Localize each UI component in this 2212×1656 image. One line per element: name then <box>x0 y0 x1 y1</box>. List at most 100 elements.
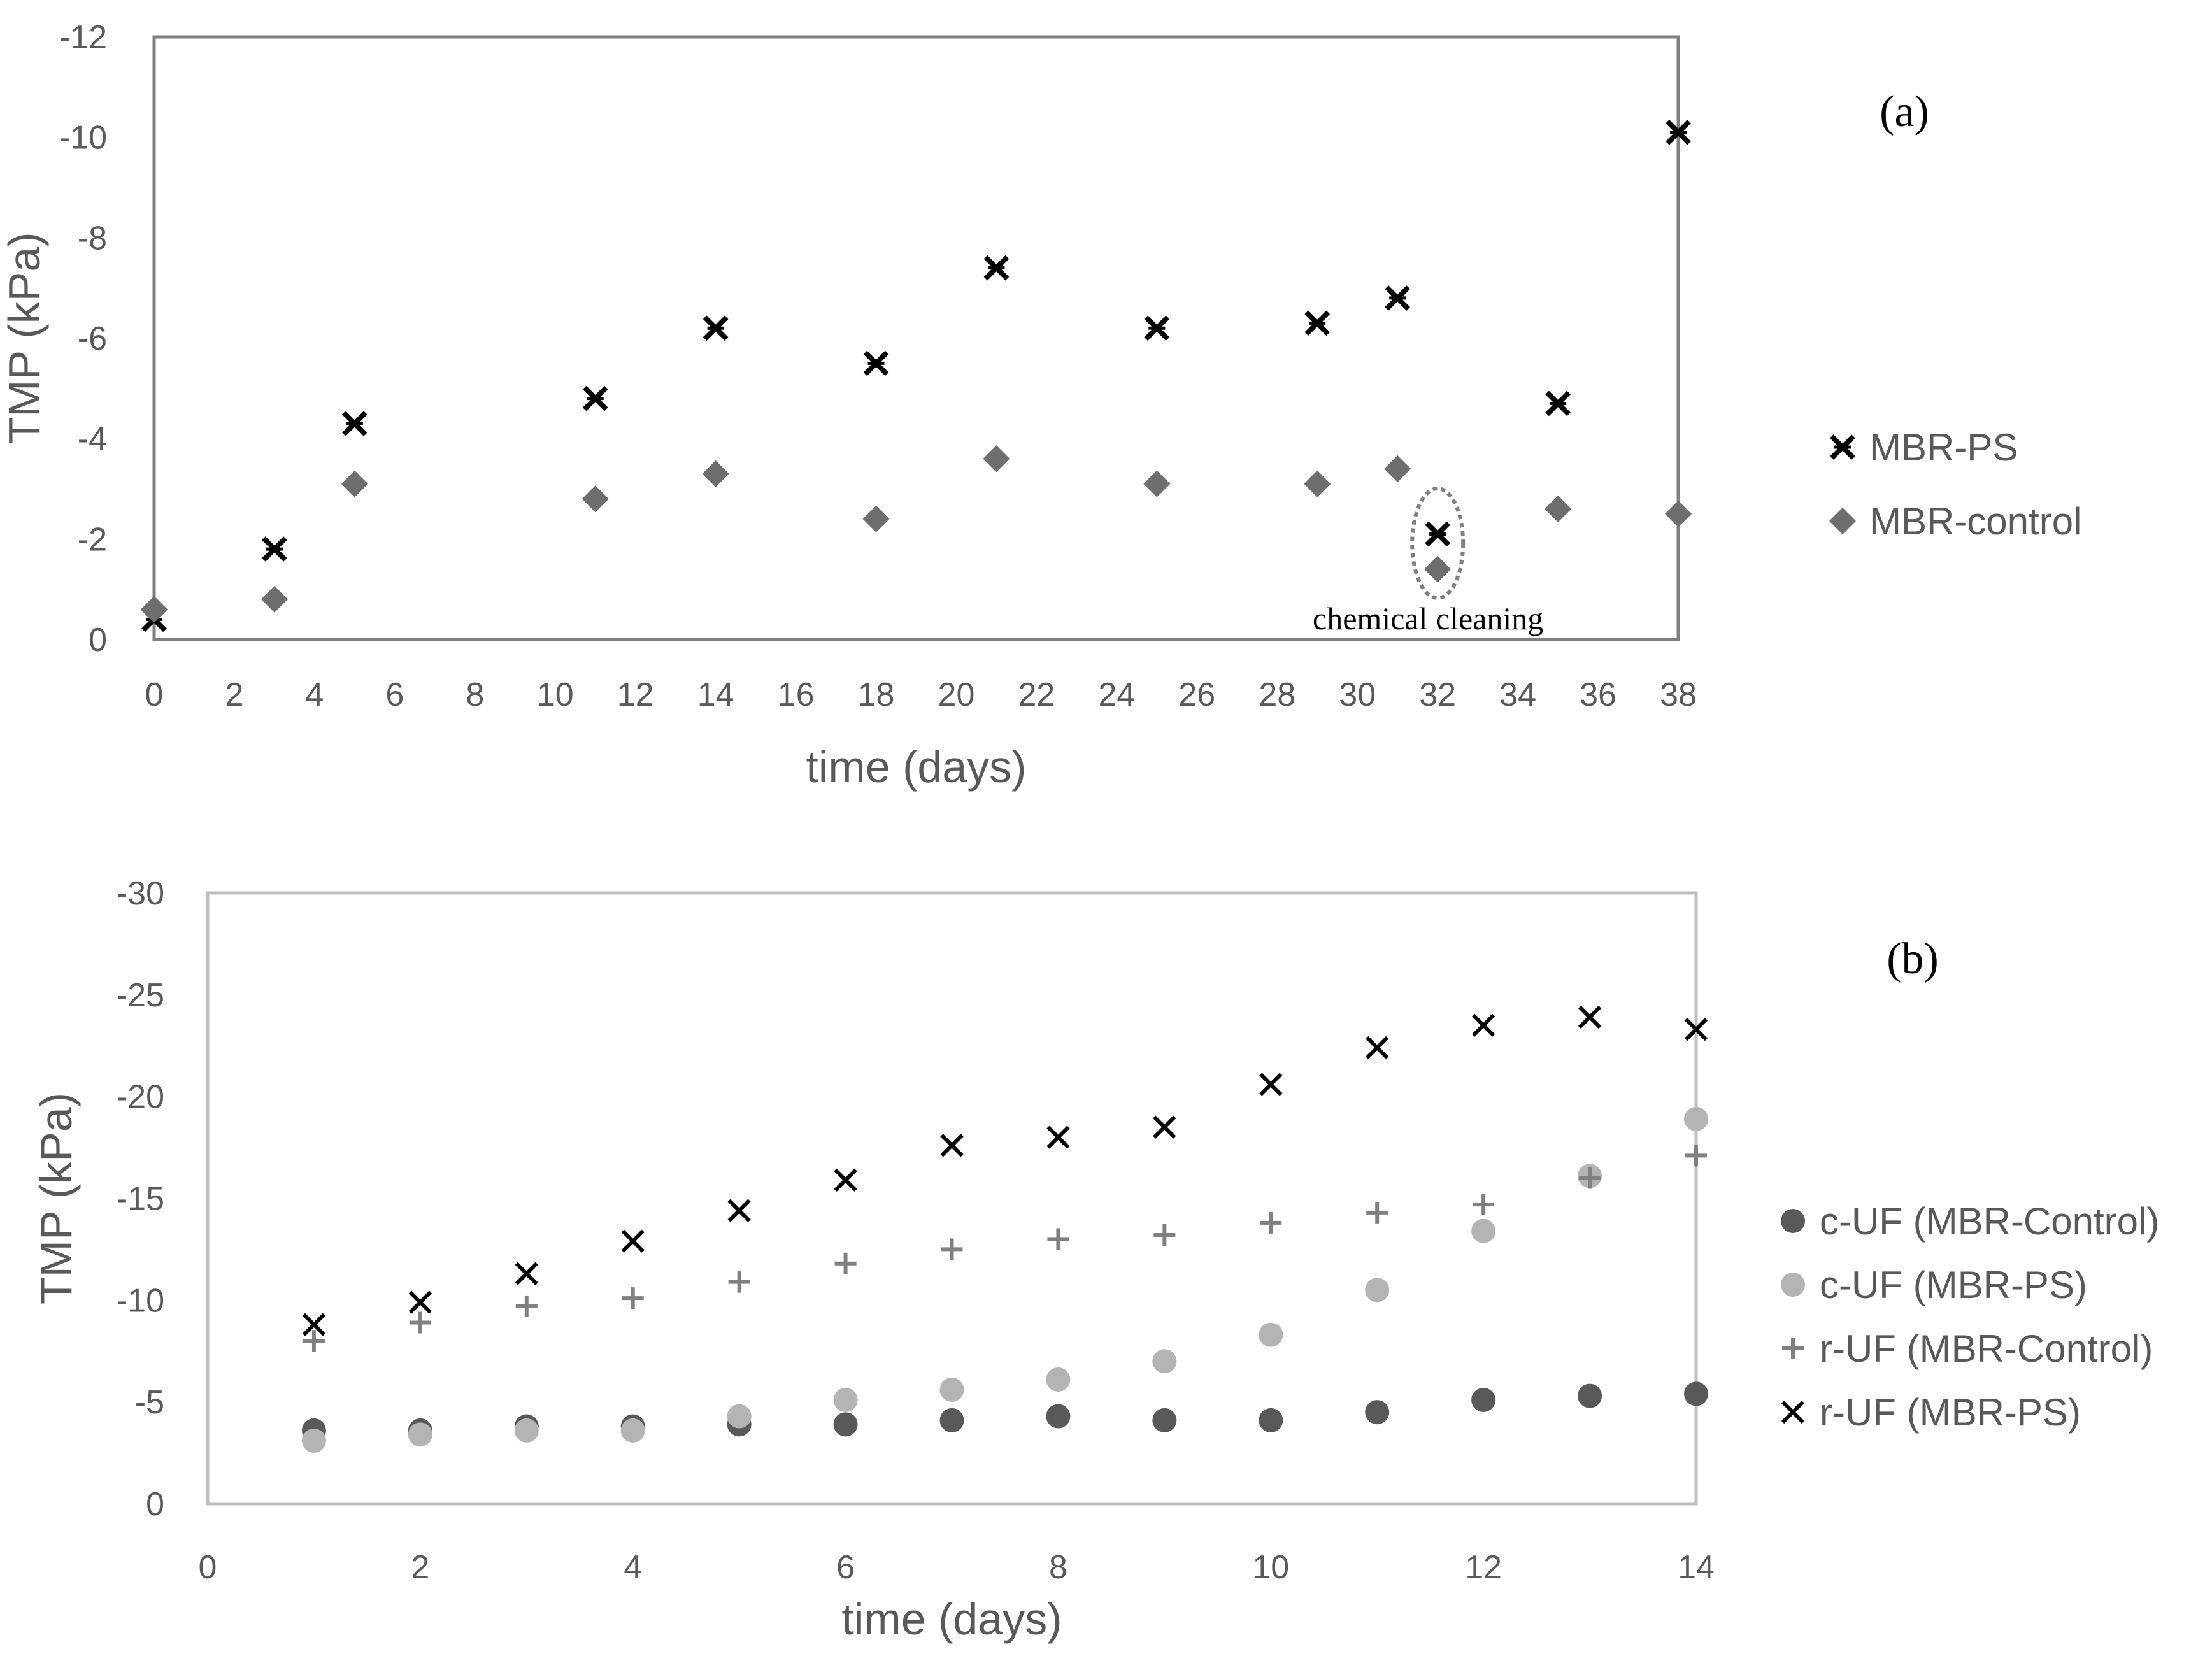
data-point <box>515 1295 538 1317</box>
data-point <box>1578 1383 1602 1408</box>
data-point <box>1424 555 1452 583</box>
x-tick-label: 14 <box>697 676 734 713</box>
y-tick-label: -4 <box>78 421 107 458</box>
y-axis-label: TMP (kPa) <box>31 1092 81 1304</box>
series-r-uf-mbr-control <box>303 1145 1707 1352</box>
legend-marker <box>1782 1338 1804 1359</box>
data-point <box>620 1418 645 1443</box>
y-tick-label: -6 <box>78 320 107 357</box>
data-point <box>408 1422 432 1447</box>
data-point <box>1365 1400 1390 1425</box>
y-tick-label: -30 <box>117 875 164 912</box>
y-tick-label: -8 <box>78 220 107 257</box>
y-tick-label: -15 <box>117 1181 164 1218</box>
data-point <box>1685 1145 1707 1167</box>
data-point <box>1366 1201 1388 1224</box>
legend-marker <box>1781 1273 1805 1297</box>
data-point <box>1143 470 1171 497</box>
legend-marker <box>1781 1400 1805 1424</box>
data-point <box>302 1313 326 1336</box>
x-tick-label: 28 <box>1259 676 1295 713</box>
data-point <box>834 1168 857 1192</box>
legend-entry: c-UF (MBR-PS) <box>1820 1264 2087 1306</box>
series-c-uf-mbr-ps <box>301 1106 1708 1453</box>
data-point <box>1046 1367 1071 1392</box>
x-tick-label: 18 <box>858 676 895 713</box>
x-tick-label: 6 <box>385 676 404 713</box>
data-point <box>1144 315 1170 341</box>
legend-entry: MBR-control <box>1869 500 2081 543</box>
x-tick-label: 6 <box>836 1549 855 1586</box>
data-point <box>1260 1211 1282 1234</box>
panel-a-chart: 0 2 4 6 8 10 12 14 16 18 20 22 24 26 28 30 32 34 36 380-2-4… <box>0 19 2081 792</box>
x-tick-label: 22 <box>1018 676 1055 713</box>
data-point <box>1152 1408 1177 1432</box>
x-tick-label: 4 <box>624 1549 642 1586</box>
data-point <box>939 1377 964 1402</box>
legend-entry: r-UF (MBR-Control) <box>1820 1327 2153 1370</box>
data-point <box>1579 1167 1601 1189</box>
y-tick-label: -5 <box>135 1384 164 1421</box>
chemical-cleaning-annotation: chemical cleaning <box>1313 601 1543 636</box>
data-point <box>1665 500 1692 527</box>
data-point <box>1152 1349 1177 1374</box>
data-point <box>941 1238 963 1260</box>
y-tick-label: -2 <box>78 521 107 558</box>
data-point <box>515 1262 538 1285</box>
y-tick-label: -10 <box>59 120 107 157</box>
x-tick-label: 10 <box>1252 1549 1289 1586</box>
x-tick-label: 12 <box>617 676 654 713</box>
x-axis-label: time (days) <box>841 1594 1062 1644</box>
data-point <box>1046 1125 1070 1149</box>
data-point <box>514 1418 539 1443</box>
y-tick-label: -10 <box>117 1282 164 1319</box>
plot-area-frame <box>152 35 1680 641</box>
data-point <box>262 536 287 562</box>
x-tick-label: 16 <box>778 676 815 713</box>
x-axis-label: time (days) <box>806 742 1026 792</box>
data-point <box>1473 1194 1495 1216</box>
y-tick-label: 0 <box>89 622 107 659</box>
data-point <box>1684 1106 1708 1131</box>
data-point <box>1259 1408 1283 1432</box>
data-point <box>1684 1381 1708 1406</box>
data-point <box>1047 1228 1069 1250</box>
data-point <box>834 1252 857 1274</box>
legend-marker <box>1829 508 1856 534</box>
data-point <box>1304 470 1331 497</box>
data-point <box>341 470 368 497</box>
y-tick-label: -20 <box>117 1079 164 1116</box>
data-point <box>301 1428 326 1453</box>
data-point <box>727 1199 751 1222</box>
series-mbr-ps <box>141 119 1691 632</box>
x-tick-label: 2 <box>225 676 243 713</box>
data-point <box>1578 1005 1602 1029</box>
data-point <box>1365 1278 1390 1303</box>
data-point <box>1471 1218 1496 1243</box>
x-tick-label: 10 <box>537 676 574 713</box>
data-point <box>1684 1018 1708 1041</box>
data-point <box>1545 496 1572 523</box>
data-point <box>342 411 367 436</box>
x-tick-label: 14 <box>1678 1549 1715 1586</box>
x-tick-label: 30 <box>1339 676 1376 713</box>
data-point <box>1472 1013 1495 1037</box>
data-point <box>833 1412 858 1437</box>
legend-entry: c-UF (MBR-Control) <box>1820 1200 2159 1243</box>
data-point <box>260 585 288 613</box>
data-point <box>582 385 608 411</box>
data-point <box>621 1229 645 1253</box>
data-point <box>1425 521 1450 547</box>
x-tick-label: 8 <box>466 676 484 713</box>
panel-b-chart: 0 2 4 6 8 10 12 14 0 -5 -10 -15 -20 -25 -30 time (days)… <box>31 875 2159 1644</box>
x-tick-label: 0 <box>145 676 164 713</box>
chemical-cleaning-highlight <box>1410 487 1466 600</box>
legend-entry: MBR-PS <box>1869 426 2018 469</box>
x-tick-label: 0 <box>199 1549 217 1586</box>
data-point <box>408 1290 432 1314</box>
data-point <box>703 315 729 341</box>
x-tick-label: 4 <box>305 676 324 713</box>
plot-area-frame <box>206 891 1698 1506</box>
data-point <box>728 1271 750 1293</box>
data-point <box>1385 285 1411 311</box>
